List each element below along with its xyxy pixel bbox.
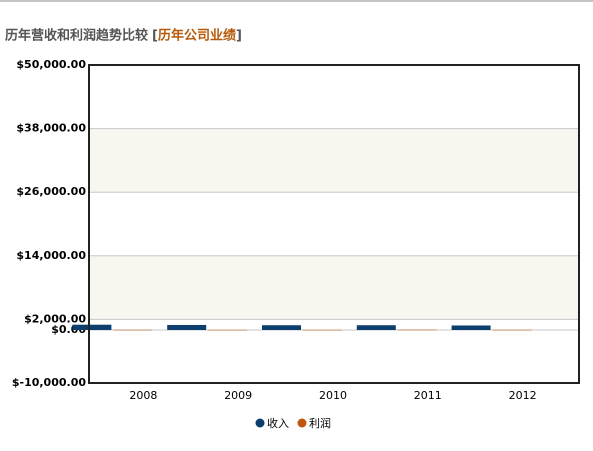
y-tick-label: $38,000.00: [16, 122, 86, 135]
bar: [303, 329, 342, 331]
x-tick-label: 2010: [319, 389, 347, 402]
legend-marker: [255, 418, 265, 428]
grid-band: [89, 255, 579, 320]
x-tick-label: 2008: [129, 389, 157, 402]
y-tick-label: $-10,000.00: [12, 376, 86, 389]
bracket: ]: [236, 29, 242, 44]
bar: [113, 329, 153, 331]
bar: [397, 329, 437, 331]
plot-frame: [88, 64, 580, 384]
bar: [356, 325, 396, 330]
bar: [72, 324, 112, 330]
x-tick-label: 2012: [509, 389, 537, 402]
bar: [167, 324, 207, 330]
y-tick-label: $50,000.00: [16, 58, 86, 71]
grid-band: [89, 128, 579, 193]
y-tick-label: $2,000.00: [24, 312, 86, 325]
y-tick-label: $14,000.00: [16, 249, 86, 262]
legend-label[interactable]: 收入: [267, 416, 289, 430]
x-tick-label: 2009: [224, 389, 252, 402]
y-tick-label: $26,000.00: [16, 185, 86, 198]
legend-marker: [297, 418, 307, 428]
bar: [492, 329, 532, 331]
bracket: [: [152, 29, 158, 44]
chart-title: 历年营收和利润趋势比较: [5, 28, 148, 44]
x-tick-label: 2011: [414, 389, 442, 402]
chart-subtitle[interactable]: 历年公司业绩: [158, 28, 236, 44]
bar: [451, 325, 491, 330]
bar: [208, 329, 248, 331]
bar: [262, 325, 301, 330]
legend-label[interactable]: 利润: [309, 416, 331, 430]
